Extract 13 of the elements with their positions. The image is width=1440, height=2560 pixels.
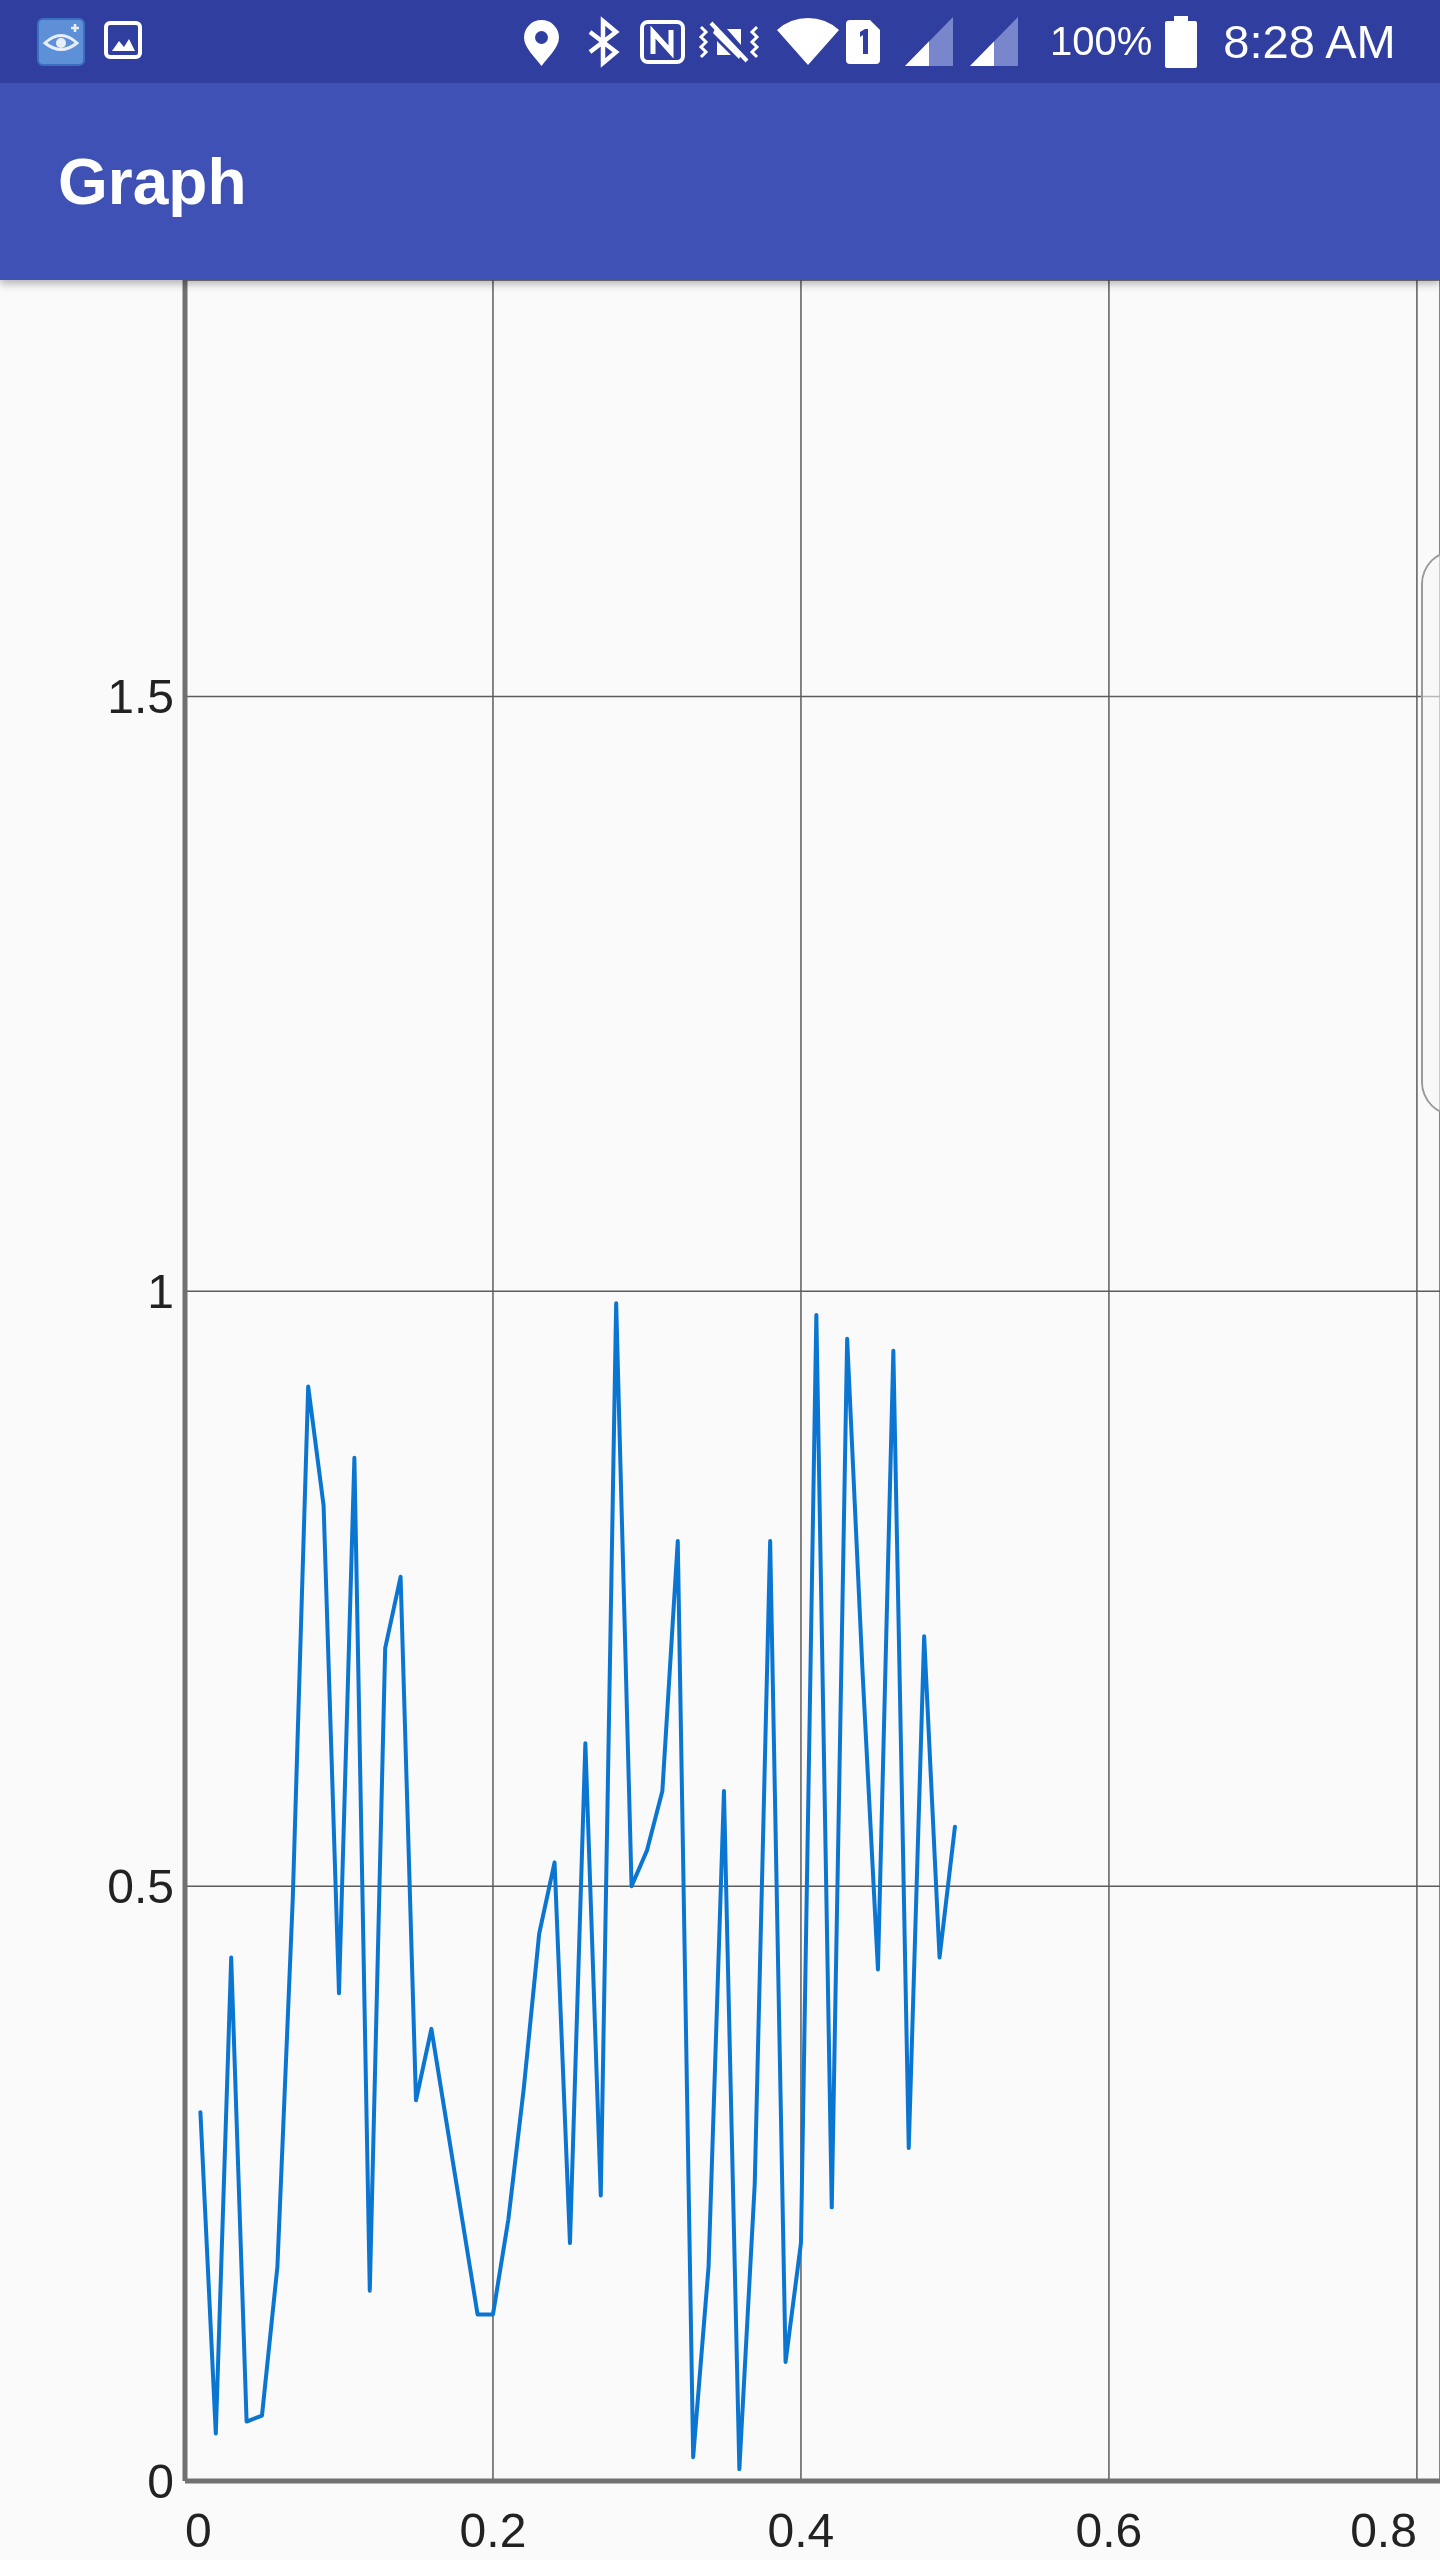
x-tick-label: 0 [185, 2504, 212, 2558]
x-tick-label: 0.2 [459, 2504, 527, 2558]
line-series [198, 1301, 957, 2472]
x-tick-label: 0.6 [1075, 2504, 1143, 2558]
chart-title: Graph [58, 144, 247, 220]
y-tick-label: 0 [147, 2455, 174, 2509]
y-tick-label: 0.5 [107, 1860, 174, 1914]
y-tick-label: 1.5 [107, 670, 174, 724]
y-tick-label: 1 [147, 1265, 174, 1319]
text: 8:28 AM [1223, 14, 1396, 69]
x-tick-label: 0.8 [1350, 2504, 1417, 2558]
x-tick-label: 0.4 [767, 2504, 835, 2558]
text: 100% [1050, 19, 1153, 64]
